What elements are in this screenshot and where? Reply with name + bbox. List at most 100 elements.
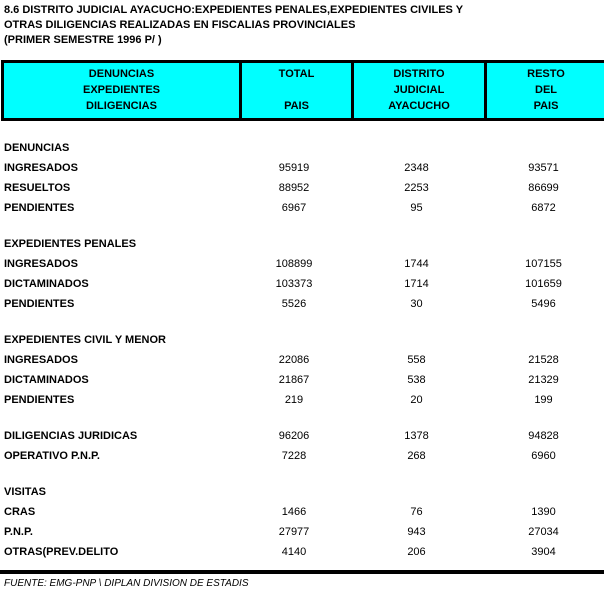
row-label: DILIGENCIAS JURIDICAS [4,430,138,442]
row-label: P.N.P. [4,526,33,538]
table-row: CRAS 1466 76 1390 [0,502,604,522]
section-label: EXPEDIENTES PENALES [4,238,137,250]
row-label: OPERATIVO P.N.P. [4,450,100,462]
section-label: EXPEDIENTES CIVIL Y MENOR [4,334,166,346]
cell-distrito-ayacucho: 1744 [404,258,429,270]
header-col-denuncias-expedientes-diligencias: DENUNCIAS EXPEDIENTES DILIGENCIAS [1,60,242,121]
row-label: OTRAS(PREV.DELITO [4,546,119,558]
row-label: INGRESADOS [4,258,78,270]
header-col-resto-del-pais: RESTO DEL PAIS [484,60,604,121]
header-line: EXPEDIENTES [82,84,161,96]
section-row: VISITAS [0,482,604,502]
table-title-line3: (PRIMER SEMESTRE 1996 P/ ) [4,34,162,46]
row-label: DICTAMINADOS [4,278,89,290]
header-line: AYACUCHO [388,100,450,112]
header-line: DENUNCIAS [88,68,155,80]
table-row: INGRESADOS 108899 1744 107155 [0,254,604,274]
cell-total-pais: 5526 [281,298,307,310]
cell-resto-pais: 86699 [528,182,559,194]
header-line: DILIGENCIAS [86,100,157,112]
table-row: PENDIENTES 5526 30 5496 [0,294,604,314]
cell-total-pais: 103373 [275,278,313,290]
spacer-row [0,218,604,234]
cell-resto-pais: 6872 [531,202,556,214]
cell-resto-pais: 93571 [528,162,559,174]
source-note: FUENTE: EMG-PNP \ DIPLAN DIVISION DE EST… [4,578,249,589]
header-col-distrito-judicial-ayacucho: DISTRITO JUDICIAL AYACUCHO [351,60,487,121]
cell-distrito-ayacucho: 2348 [404,162,429,174]
cell-resto-pais: 3904 [531,546,556,558]
cell-distrito-ayacucho: 206 [407,546,426,558]
table-row: PENDIENTES 6967 95 6872 [0,198,604,218]
cell-resto-pais: 107155 [525,258,562,270]
spacer-row [0,466,604,482]
table-row: DICTAMINADOS 103373 1714 101659 [0,274,604,294]
table-row: INGRESADOS 95919 2348 93571 [0,158,604,178]
table-body: DENUNCIAS INGRESADOS 95919 2348 93571 RESUELT… [0,138,604,562]
section-row: EXPEDIENTES PENALES [0,234,604,254]
table-row: DICTAMINADOS 21867 538 21329 [0,370,604,390]
cell-resto-pais: 6960 [531,450,556,462]
cell-resto-pais: 94828 [528,430,559,442]
header-line: DISTRITO [393,68,445,80]
row-label: DICTAMINADOS [4,374,89,386]
cell-distrito-ayacucho: 30 [410,298,423,310]
cell-total-pais: 108899 [275,258,313,270]
cell-distrito-ayacucho: 20 [410,394,423,406]
cell-distrito-ayacucho: 95 [410,202,423,214]
table-title-line2: OTRAS DILIGENCIAS REALIZADAS EN FISCALIA… [4,19,356,31]
cell-distrito-ayacucho: 558 [407,354,426,366]
table-row: RESUELTOS 88952 2253 86699 [0,178,604,198]
cell-resto-pais: 21528 [528,354,559,366]
row-label: PENDIENTES [4,202,75,214]
row-label: PENDIENTES [4,394,75,406]
cell-total-pais: 88952 [278,182,310,194]
section-label: DENUNCIAS [4,142,70,154]
cell-total-pais: 6967 [281,202,307,214]
footer-divider [0,570,604,574]
cell-total-pais: 7228 [281,450,307,462]
cell-distrito-ayacucho: 2253 [404,182,429,194]
cell-total-pais: 96206 [278,430,310,442]
header-line: JUDICIAL [393,84,445,96]
cell-distrito-ayacucho: 1378 [404,430,429,442]
cell-resto-pais: 27034 [528,526,559,538]
cell-total-pais: 21867 [278,374,310,386]
table-title: 8.6 DISTRITO JUDICIAL AYACUCHO:EXPEDIENT… [0,0,604,48]
cell-distrito-ayacucho: 538 [407,374,426,386]
section-row: DENUNCIAS [0,138,604,158]
column-header-row: DENUNCIAS EXPEDIENTES DILIGENCIAS TOTAL … [1,60,604,121]
header-line: PAIS [533,100,559,112]
spacer-row [0,410,604,426]
cell-distrito-ayacucho: 943 [407,526,426,538]
section-label: VISITAS [4,486,46,498]
header-line: TOTAL [278,68,315,80]
cell-distrito-ayacucho: 268 [407,450,426,462]
cell-resto-pais: 101659 [525,278,562,290]
header-line [242,82,351,98]
table-row: INGRESADOS 22086 558 21528 [0,350,604,370]
cell-total-pais: 27977 [278,526,310,538]
row-label: RESUELTOS [4,182,71,194]
row-label: INGRESADOS [4,354,78,366]
row-label: PENDIENTES [4,298,75,310]
table-row: OPERATIVO P.N.P. 7228 268 6960 [0,446,604,466]
cell-resto-pais: 21329 [528,374,559,386]
header-line: RESTO [527,68,565,80]
table-row: OTRAS(PREV.DELITO 4140 206 3904 [0,542,604,562]
cell-distrito-ayacucho: 1714 [404,278,429,290]
header-line: PAIS [284,100,309,112]
cell-total-pais: 22086 [278,354,310,366]
cell-resto-pais: 1390 [531,506,556,518]
cell-total-pais: 4140 [281,546,307,558]
section-row: EXPEDIENTES CIVIL Y MENOR [0,330,604,350]
spacer-row [0,314,604,330]
cell-resto-pais: 199 [534,394,553,406]
row-label: CRAS [4,506,36,518]
cell-resto-pais: 5496 [531,298,556,310]
row-label: INGRESADOS [4,162,78,174]
table-row: DILIGENCIAS JURIDICAS 96206 1378 94828 [0,426,604,446]
table-row: P.N.P. 27977 943 27034 [0,522,604,542]
header-line: DEL [535,84,557,96]
cell-total-pais: 95919 [278,162,310,174]
